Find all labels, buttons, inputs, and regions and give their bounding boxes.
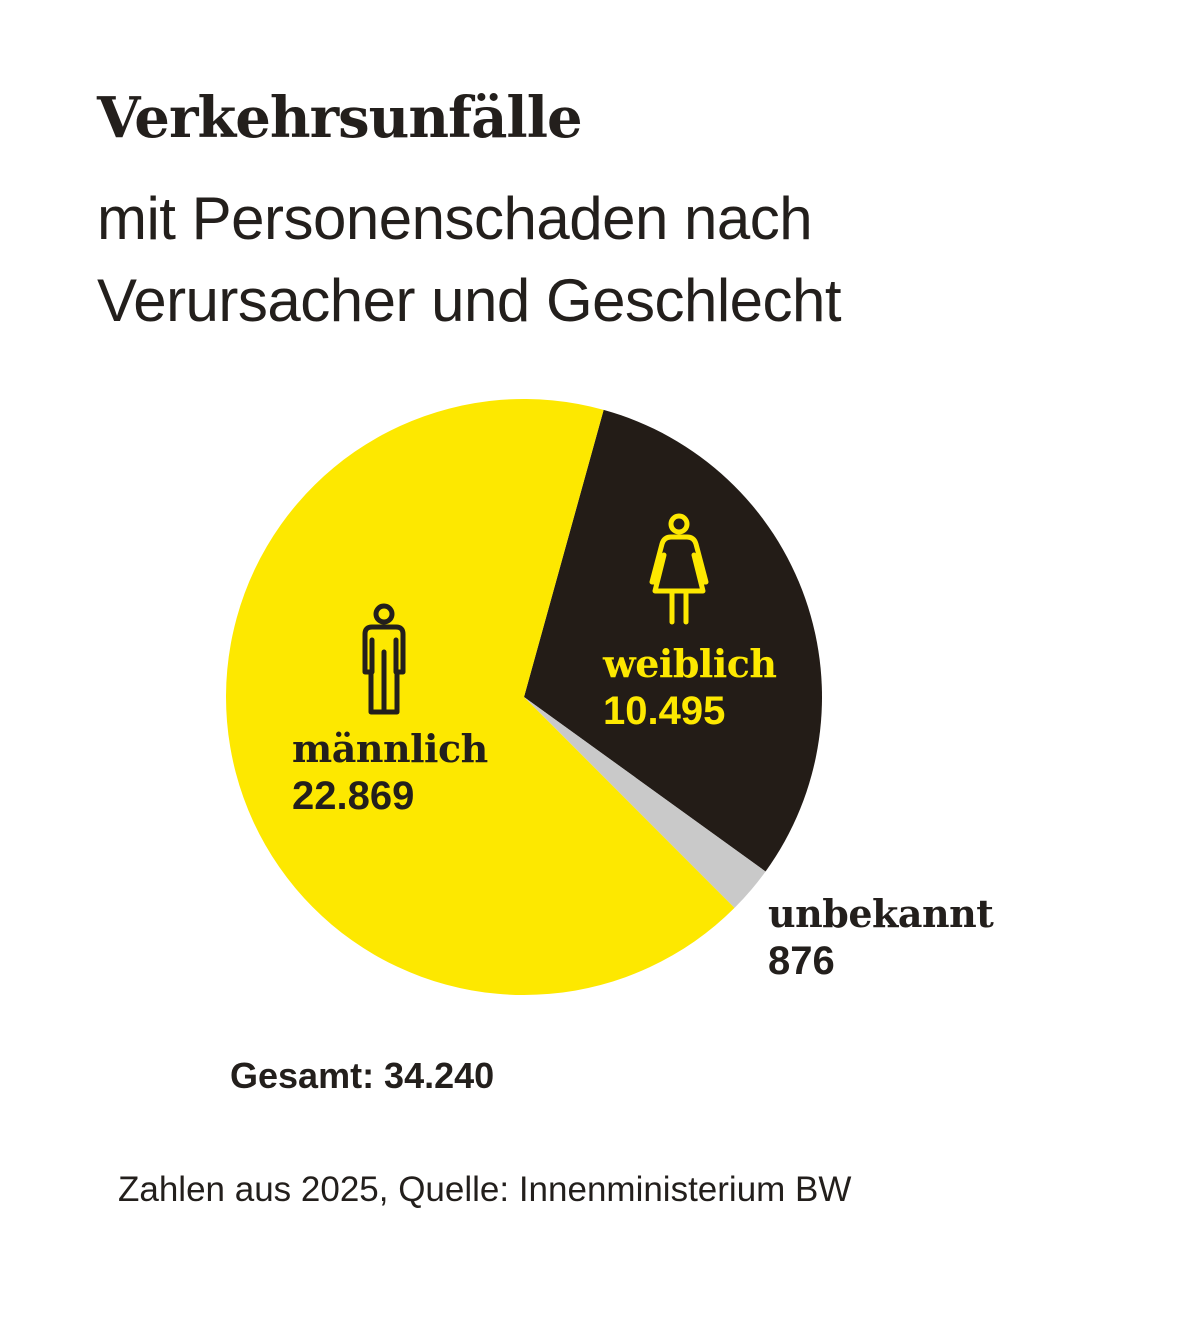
slice-name-weiblich: weiblich bbox=[603, 641, 777, 686]
slice-name-maennlich: männlich bbox=[292, 726, 488, 771]
slice-maennlich bbox=[226, 399, 735, 996]
source-note: Zahlen aus 2025, Quelle: Innenministeriu… bbox=[118, 1170, 852, 1209]
slice-value-weiblich: 10.495 bbox=[603, 689, 726, 733]
slice-value-maennlich: 22.869 bbox=[292, 774, 415, 818]
slice-weiblich bbox=[524, 409, 823, 872]
slice-unbekannt bbox=[524, 697, 766, 908]
chart-subtitle: mit Personenschaden nach Verursacher und… bbox=[97, 178, 842, 342]
subtitle-line-1: mit Personenschaden nach bbox=[97, 185, 813, 252]
slice-value-unbekannt: 876 bbox=[768, 939, 835, 983]
slice-name-unbekannt: unbekannt bbox=[768, 891, 994, 936]
total-label: Gesamt: 34.240 bbox=[230, 1055, 495, 1096]
male-person-icon bbox=[362, 603, 406, 715]
subtitle-line-2: Verursacher und Geschlecht bbox=[97, 267, 842, 334]
slice-label-unbekannt: unbekannt 876 bbox=[768, 891, 994, 983]
slice-label-weiblich: weiblich 10.495 bbox=[603, 641, 777, 733]
female-person-icon bbox=[649, 513, 709, 625]
chart-title: Verkehrsunfälle bbox=[97, 85, 583, 151]
slice-label-maennlich: männlich 22.869 bbox=[292, 726, 488, 818]
pie-slices bbox=[226, 399, 823, 996]
